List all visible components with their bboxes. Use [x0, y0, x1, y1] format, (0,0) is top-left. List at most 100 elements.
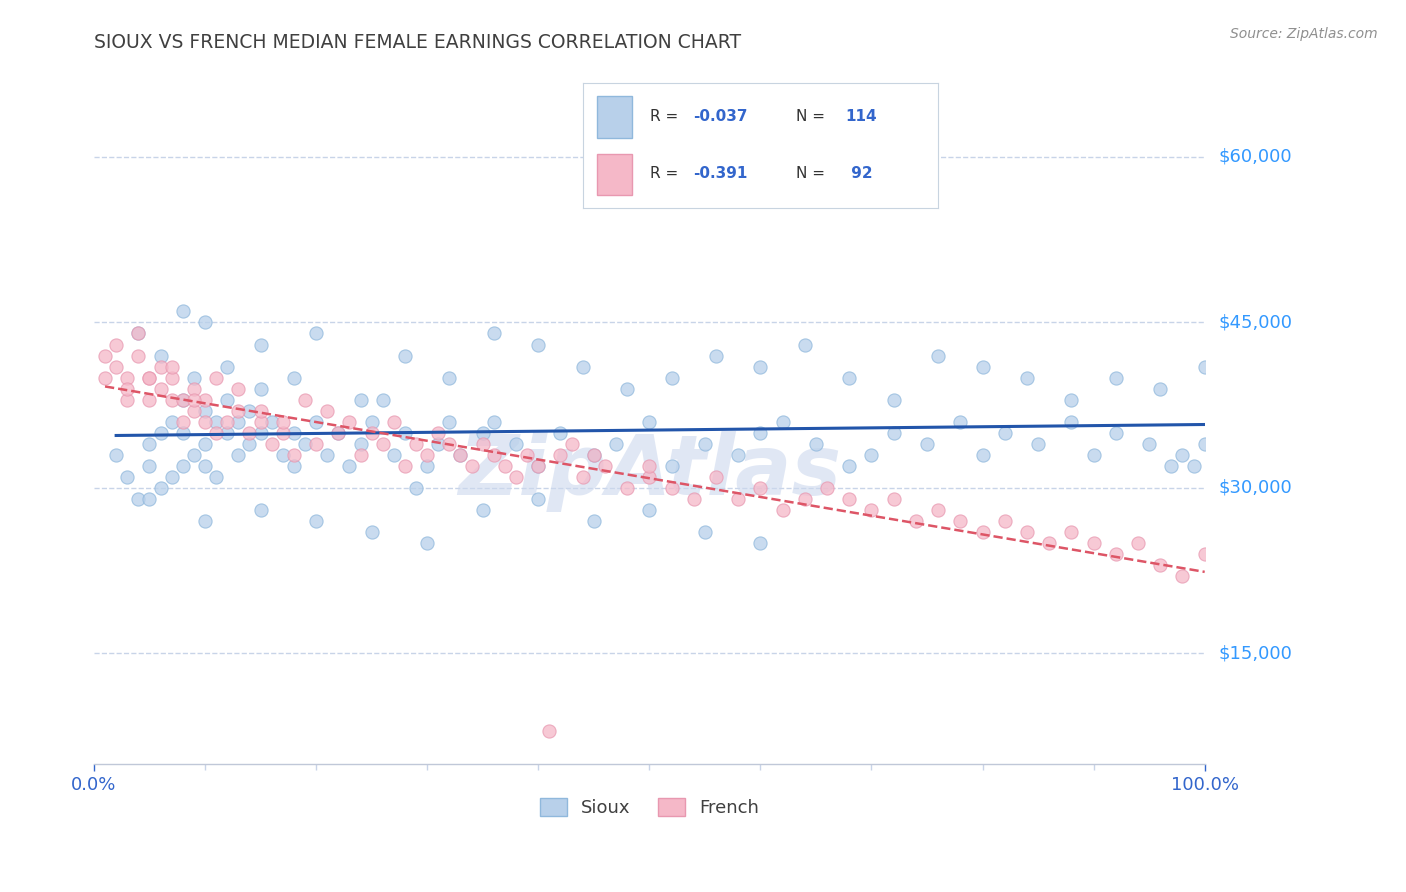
Point — [427, 437, 450, 451]
Point — [972, 448, 994, 462]
Point — [149, 382, 172, 396]
Point — [527, 337, 550, 351]
Point — [772, 503, 794, 517]
Point — [460, 458, 482, 473]
Text: $15,000: $15,000 — [1219, 645, 1292, 663]
Point — [94, 349, 117, 363]
Point — [527, 458, 550, 473]
Point — [183, 370, 205, 384]
Point — [994, 425, 1017, 440]
Point — [138, 458, 160, 473]
Point — [305, 415, 328, 429]
Point — [1060, 392, 1083, 407]
Point — [638, 503, 661, 517]
Point — [217, 392, 239, 407]
Point — [661, 481, 683, 495]
Point — [183, 403, 205, 417]
Point — [271, 415, 294, 429]
Point — [838, 458, 860, 473]
Point — [194, 415, 217, 429]
Point — [471, 437, 494, 451]
Point — [228, 448, 250, 462]
Point — [238, 425, 260, 440]
Point — [305, 326, 328, 341]
Point — [793, 491, 815, 506]
Point — [471, 425, 494, 440]
Point — [394, 349, 416, 363]
Point — [238, 403, 260, 417]
Point — [927, 503, 949, 517]
Point — [638, 458, 661, 473]
Point — [1149, 558, 1171, 573]
Point — [127, 326, 149, 341]
Point — [749, 481, 772, 495]
Point — [127, 326, 149, 341]
Point — [571, 359, 593, 374]
Point — [294, 392, 316, 407]
Point — [249, 415, 271, 429]
Point — [371, 392, 394, 407]
Point — [482, 326, 505, 341]
Point — [1171, 569, 1194, 583]
Point — [749, 536, 772, 550]
Point — [860, 448, 883, 462]
Point — [1194, 547, 1216, 561]
Point — [249, 382, 271, 396]
Point — [294, 437, 316, 451]
Point — [482, 415, 505, 429]
Point — [516, 448, 538, 462]
Point — [494, 458, 516, 473]
Point — [172, 425, 194, 440]
Point — [571, 470, 593, 484]
Point — [661, 370, 683, 384]
Point — [183, 392, 205, 407]
Point — [1060, 525, 1083, 540]
Point — [305, 437, 328, 451]
Point — [405, 481, 427, 495]
Point — [283, 458, 305, 473]
Point — [582, 514, 605, 528]
Point — [149, 481, 172, 495]
Point — [582, 448, 605, 462]
Point — [927, 349, 949, 363]
Point — [249, 337, 271, 351]
Point — [138, 392, 160, 407]
Point — [972, 359, 994, 374]
Point — [160, 359, 183, 374]
Point — [249, 425, 271, 440]
Point — [883, 491, 905, 506]
Point — [1160, 458, 1182, 473]
Point — [194, 392, 217, 407]
Point — [972, 525, 994, 540]
Point — [405, 437, 427, 451]
Point — [1015, 370, 1038, 384]
Point — [382, 448, 405, 462]
Legend: Sioux, French: Sioux, French — [533, 790, 766, 824]
Point — [815, 481, 838, 495]
Point — [904, 514, 927, 528]
Point — [682, 491, 704, 506]
Point — [1083, 448, 1105, 462]
Point — [727, 491, 749, 506]
Point — [105, 337, 128, 351]
Point — [138, 437, 160, 451]
Text: SIOUX VS FRENCH MEDIAN FEMALE EARNINGS CORRELATION CHART: SIOUX VS FRENCH MEDIAN FEMALE EARNINGS C… — [94, 33, 741, 52]
Point — [205, 370, 228, 384]
Point — [117, 392, 139, 407]
Point — [183, 448, 205, 462]
Point — [305, 514, 328, 528]
Point — [194, 437, 217, 451]
Point — [249, 503, 271, 517]
Point — [439, 437, 461, 451]
Point — [217, 359, 239, 374]
Point — [349, 437, 371, 451]
Point — [117, 470, 139, 484]
Point — [105, 448, 128, 462]
Point — [1105, 547, 1128, 561]
Point — [217, 415, 239, 429]
Point — [616, 481, 638, 495]
Text: $60,000: $60,000 — [1219, 148, 1292, 166]
Point — [117, 382, 139, 396]
Point — [605, 437, 627, 451]
Point — [149, 359, 172, 374]
